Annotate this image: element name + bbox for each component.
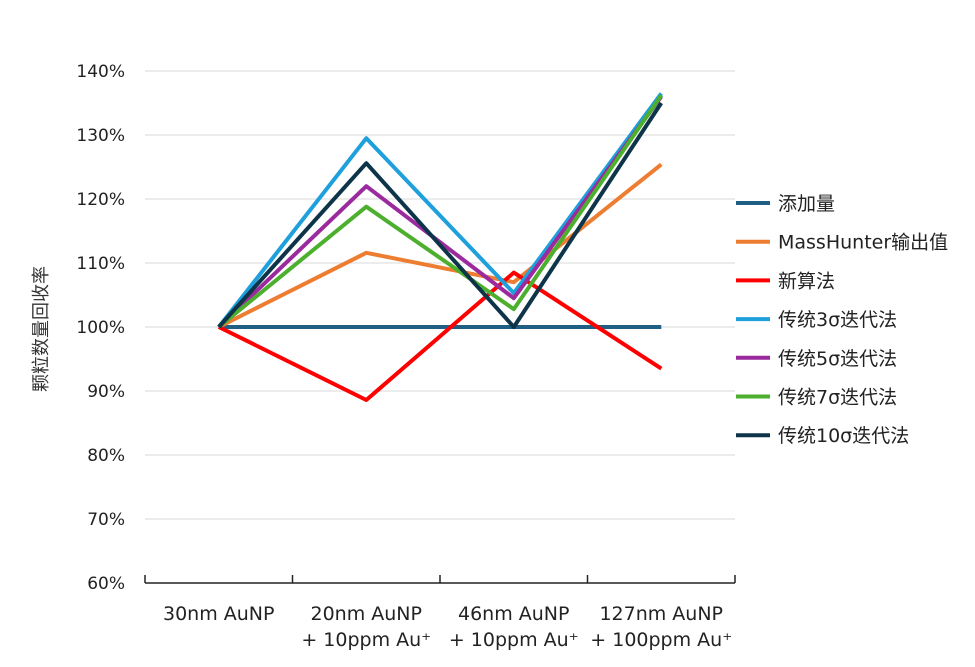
legend-label: 添加量 — [778, 193, 835, 215]
y-axis-title: 颗粒数量回收率 — [31, 266, 52, 392]
x-category-label-line: 30nm AuNP — [163, 603, 274, 625]
y-axis-tick-labels: 60% 70% 80% 90% 100% 110% 120% 130% 140% — [76, 62, 125, 594]
y-tick-label: 140% — [76, 62, 125, 82]
series-line-3 — [217, 92, 663, 329]
x-category-label-line: + 10ppm Au⁺ — [301, 629, 431, 651]
series-line-6 — [217, 101, 663, 329]
x-category-label: 20nm AuNP + 10ppm Au⁺ — [301, 603, 431, 651]
legend-label: MassHunter输出值 — [778, 232, 948, 254]
legend-label: 传统3σ迭代法 — [778, 309, 897, 331]
x-category-label-line: 46nm AuNP — [458, 603, 569, 625]
y-tick-label: 60% — [87, 574, 125, 594]
gridlines — [145, 70, 735, 520]
y-tick-label: 100% — [76, 318, 125, 338]
legend: 添加量 MassHunter输出值新算法传统3σ迭代法传统5σ迭代法传统7σ迭代法… — [736, 193, 948, 447]
series-line-1 — [217, 162, 663, 329]
series-line-5 — [217, 94, 663, 329]
legend-label: 传统10σ迭代法 — [778, 425, 909, 447]
x-category-label-line: + 10ppm Au⁺ — [449, 629, 579, 651]
x-category-label-line: + 100ppm Au⁺ — [590, 629, 732, 651]
series-line-2 — [217, 270, 663, 402]
x-category-label: 30nm AuNP — [163, 603, 274, 625]
legend-label: 新算法 — [778, 270, 835, 292]
y-tick-label: 130% — [76, 126, 125, 146]
x-axis: 30nm AuNP 20nm AuNP + 10ppm Au⁺ 46nm AuNP + … — [144, 575, 736, 651]
legend-label: 传统7σ迭代法 — [778, 387, 897, 409]
y-tick-label: 80% — [87, 446, 125, 466]
x-category-label-line: 127nm AuNP — [599, 603, 723, 625]
y-tick-label: 70% — [87, 510, 125, 530]
y-tick-label: 110% — [76, 254, 125, 274]
x-category-label: 127nm AuNP + 100ppm Au⁺ — [590, 603, 732, 651]
y-tick-label: 90% — [87, 382, 125, 402]
x-category-label-line: 20nm AuNP — [311, 603, 422, 625]
x-category-label: 46nm AuNP + 10ppm Au⁺ — [449, 603, 579, 651]
y-tick-label: 120% — [76, 190, 125, 210]
series-lines — [217, 92, 663, 402]
legend-label: 传统5σ迭代法 — [778, 348, 897, 370]
